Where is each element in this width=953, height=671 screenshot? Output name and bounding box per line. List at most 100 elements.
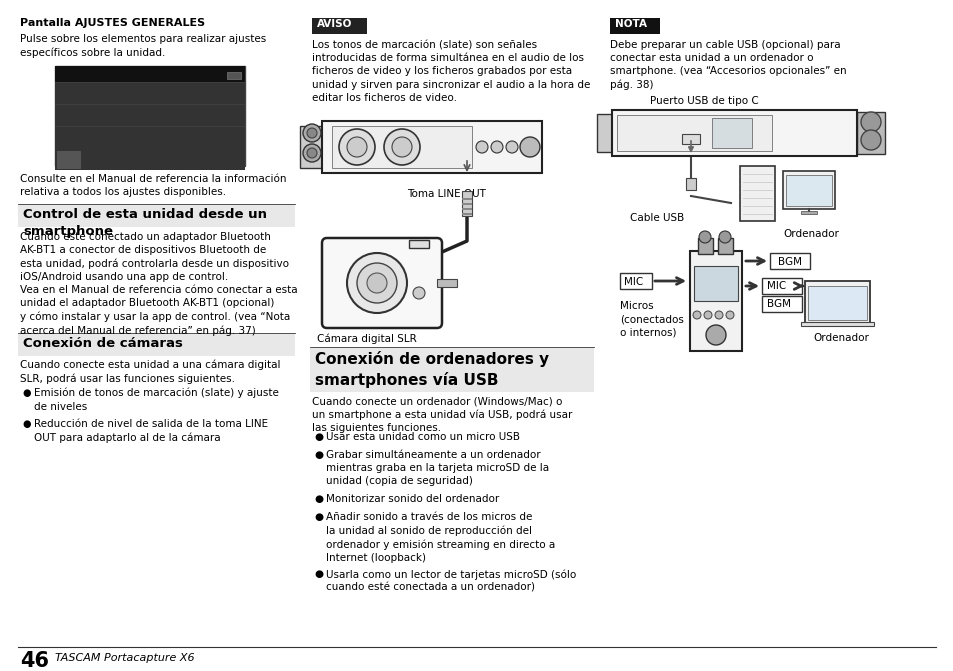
Circle shape	[705, 325, 725, 345]
Text: MIC: MIC	[623, 277, 642, 287]
Text: Micros
(conectados
o internos): Micros (conectados o internos)	[619, 301, 683, 338]
Text: Control de esta unidad desde un
smartphone: Control de esta unidad desde un smartpho…	[23, 208, 267, 238]
Bar	[55, 66, 245, 166]
Text: Cuando esté conectado un adaptador Bluetooth
AK-BT1 a conector de dispositivos B: Cuando esté conectado un adaptador Bluet…	[20, 231, 297, 336]
Bar	[312, 18, 367, 34]
Text: Ordenador: Ordenador	[812, 333, 868, 343]
Text: >: >	[233, 154, 239, 163]
Text: Emisión de tonos de marcación (slate) y ajuste
de niveles: Emisión de tonos de marcación (slate) y …	[34, 388, 278, 412]
Text: Pulse sobre los elementos para realizar ajustes
específicos sobre la unidad.: Pulse sobre los elementos para realizar …	[20, 34, 266, 58]
Circle shape	[347, 137, 367, 157]
Text: Reducción de nivel de salida de la toma LINE
OUT para adaptarlo al de la cámara: Reducción de nivel de salida de la toma …	[34, 419, 268, 443]
Text: Conexión de ordenadores y
smartphones vía USB: Conexión de ordenadores y smartphones ví…	[314, 351, 549, 389]
Bar	[804, 281, 869, 323]
Bar	[332, 126, 472, 168]
Text: >: >	[233, 109, 239, 118]
Text: ●: ●	[314, 569, 323, 579]
Text: Pantalla AJUSTES GENERALES: Pantalla AJUSTES GENERALES	[20, 18, 205, 28]
Circle shape	[307, 148, 316, 158]
Text: Cámara digital SLR: Cámara digital SLR	[316, 333, 416, 344]
Text: Monitorizar sonido del ordenador: Monitorizar sonido del ordenador	[326, 494, 498, 504]
Bar	[617, 115, 771, 151]
Text: FUNCIONES  AJUSTES: FUNCIONES AJUSTES	[85, 154, 166, 163]
Circle shape	[303, 124, 320, 142]
Bar	[807, 286, 866, 320]
Circle shape	[367, 273, 387, 293]
Text: ●: ●	[314, 494, 323, 504]
Text: ●: ●	[314, 450, 323, 460]
Bar	[761, 278, 801, 294]
Text: 46: 46	[20, 651, 49, 671]
Bar	[55, 82, 245, 104]
Bar	[609, 18, 659, 34]
Bar	[461, 198, 472, 200]
Bar	[785, 175, 831, 206]
Bar	[597, 114, 614, 152]
Bar	[740, 166, 774, 221]
Text: NOTA: NOTA	[615, 19, 646, 29]
Circle shape	[714, 311, 722, 319]
Text: Añadir sonido a través de los micros de
la unidad al sonido de reproducción del
: Añadir sonido a través de los micros de …	[326, 512, 555, 563]
Bar	[227, 72, 241, 79]
Text: Puerto USB de tipo C: Puerto USB de tipo C	[649, 96, 758, 106]
Bar	[322, 121, 541, 173]
Text: Ordenador: Ordenador	[782, 229, 838, 239]
Text: Cuando conecte esta unidad a una cámara digital
SLR, podrá usar las funciones si: Cuando conecte esta unidad a una cámara …	[20, 360, 280, 384]
Circle shape	[338, 129, 375, 165]
Text: ⊞: ⊞	[60, 154, 68, 164]
Bar	[718, 238, 732, 254]
Bar	[711, 118, 751, 148]
Bar	[619, 273, 651, 289]
Bar	[693, 266, 738, 301]
Circle shape	[356, 263, 396, 303]
Circle shape	[505, 141, 517, 153]
Text: >: >	[233, 87, 239, 96]
Circle shape	[703, 311, 711, 319]
Bar	[461, 203, 472, 205]
Bar	[55, 148, 245, 170]
Text: Grabar simultáneamente a un ordenador
mientras graba en la tarjeta microSD de la: Grabar simultáneamente a un ordenador mi…	[326, 450, 549, 486]
Circle shape	[491, 141, 502, 153]
Circle shape	[384, 129, 419, 165]
Text: >: >	[233, 131, 239, 140]
Text: Usarla como un lector de tarjetas microSD (sólo
cuando esté conectada a un orden: Usarla como un lector de tarjetas microS…	[326, 569, 576, 592]
Bar	[55, 66, 245, 82]
Circle shape	[692, 311, 700, 319]
Text: ●: ●	[22, 388, 30, 398]
Circle shape	[307, 128, 316, 138]
Circle shape	[392, 137, 412, 157]
Text: ●: ●	[314, 432, 323, 442]
Bar	[769, 253, 809, 269]
Circle shape	[476, 141, 488, 153]
Text: BGM: BGM	[766, 299, 790, 309]
Text: ●: ●	[22, 419, 30, 429]
Circle shape	[719, 231, 730, 243]
Bar	[782, 171, 834, 209]
Bar	[698, 238, 712, 254]
Text: AJUSTES DE CAMARA: AJUSTES DE CAMARA	[63, 131, 143, 140]
Bar	[409, 240, 429, 248]
Text: ●: ●	[314, 512, 323, 522]
Bar	[461, 191, 472, 216]
Circle shape	[861, 130, 880, 150]
Bar	[461, 208, 472, 210]
Bar	[801, 211, 816, 214]
Text: BGM: BGM	[778, 257, 801, 267]
Bar	[685, 178, 696, 190]
Circle shape	[413, 287, 424, 299]
Text: Cable USB: Cable USB	[629, 213, 683, 223]
Text: MIC: MIC	[766, 281, 785, 291]
Bar	[299, 126, 324, 168]
Bar	[856, 112, 884, 154]
Bar	[310, 348, 594, 392]
Bar	[18, 334, 294, 356]
Text: Usar esta unidad como un micro USB: Usar esta unidad como un micro USB	[326, 432, 519, 442]
Circle shape	[725, 311, 733, 319]
Text: Toma LINE OUT: Toma LINE OUT	[407, 189, 485, 199]
Bar	[801, 322, 873, 326]
Bar	[55, 126, 245, 148]
Bar	[689, 251, 741, 351]
Circle shape	[861, 112, 880, 132]
Bar	[18, 205, 294, 227]
Text: AJUSTES DE GRABACION: AJUSTES DE GRABACION	[63, 87, 155, 96]
